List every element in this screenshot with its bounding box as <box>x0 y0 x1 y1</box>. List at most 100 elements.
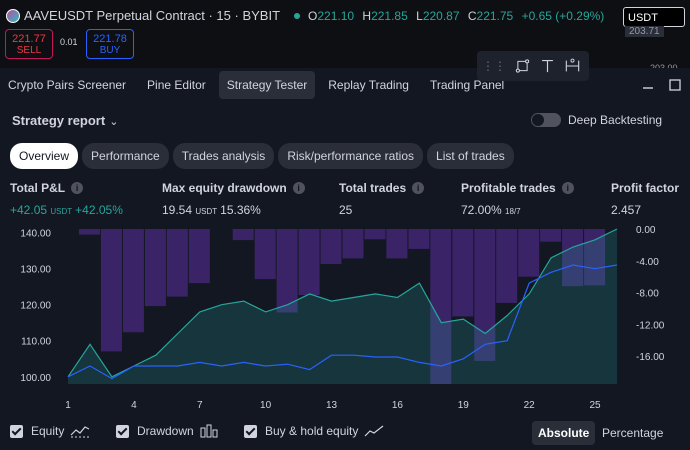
metric-label: Total P&L <box>10 181 66 195</box>
measure-tool-icon[interactable] <box>564 55 581 77</box>
drawdown-bar <box>452 229 474 317</box>
chevron-down-icon: ⌄ <box>109 116 119 128</box>
absolute-button[interactable]: Absolute <box>532 421 596 445</box>
chart-header: AAVEUSDT Perpetual Contract · 15 · BYBIT… <box>0 0 690 73</box>
metric-profitable-trades: Profitable trades i 72.00% 18/7 <box>461 181 574 217</box>
y-left-tick-label: 100.00 <box>20 373 51 384</box>
tab-strategy-tester[interactable]: Strategy Tester <box>218 71 316 99</box>
text-tool-icon[interactable] <box>539 55 556 77</box>
maximize-panel-icon[interactable] <box>668 78 682 92</box>
metric-value: 25 <box>339 203 353 217</box>
drawdown-bar <box>342 229 364 259</box>
price-change: +0.65 (+0.29%) <box>521 8 605 23</box>
y-right-tick-label: -12.00 <box>636 320 665 331</box>
drag-handle-icon[interactable]: ⋮⋮ <box>482 59 506 73</box>
info-icon[interactable]: i <box>561 182 574 194</box>
strategy-report-dropdown[interactable]: Strategy report ⌄ <box>12 113 118 128</box>
buy-button[interactable]: 221.78 BUY <box>86 29 134 59</box>
drawdown-bar <box>474 229 496 361</box>
metric-value: 2.457 <box>611 203 642 217</box>
symbol-title[interactable]: AAVEUSDT Perpetual Contract · 15 · BYBIT <box>24 8 281 23</box>
ohlc-close: 221.75 <box>476 8 514 23</box>
metric-total-pnl: Total P&L i +42.05 USDT +42.05% <box>10 181 123 217</box>
info-icon[interactable]: i <box>71 182 84 194</box>
strategy-panel: Crypto Pairs Screener Pine Editor Strate… <box>0 68 690 450</box>
equity-line <box>67 228 618 378</box>
drawdown-bar <box>254 229 276 280</box>
currency-select[interactable]: USDT <box>623 7 685 27</box>
subtab-overview[interactable]: Overview <box>10 143 79 169</box>
tab-trading-panel[interactable]: Trading Panel <box>429 78 505 92</box>
minimize-panel-icon[interactable] <box>641 78 655 92</box>
deep-backtesting-label: Deep Backtesting <box>568 113 663 127</box>
drawdown-bar <box>166 229 188 297</box>
x-tick-label: 25 <box>589 400 601 411</box>
metric-value: 72.00% <box>461 203 502 217</box>
tab-pine-editor[interactable]: Pine Editor <box>147 78 206 92</box>
drawdown-bar <box>584 229 606 286</box>
metric-unit: USDT <box>195 207 218 216</box>
drawdown-bar <box>122 229 144 333</box>
buy-hold-checkbox[interactable] <box>244 424 257 438</box>
equity-checkbox[interactable] <box>10 424 23 438</box>
x-tick-label: 7 <box>197 400 203 411</box>
drawdown-bar <box>188 229 210 284</box>
legend-drawdown[interactable]: Drawdown <box>116 424 218 438</box>
info-icon[interactable]: i <box>412 182 425 194</box>
drawdown-bar <box>562 229 584 287</box>
subtab-list-of-trades[interactable]: List of trades <box>427 143 514 169</box>
percentage-button[interactable]: Percentage <box>602 426 664 440</box>
strategy-report-label: Strategy report <box>12 113 106 128</box>
ohlc-low: 220.87 <box>422 8 460 23</box>
subtab-trades-analysis[interactable]: Trades analysis <box>172 143 275 169</box>
drawdown-bar <box>430 229 452 384</box>
sell-button[interactable]: 221.77 SELL <box>5 29 53 59</box>
subtab-performance[interactable]: Performance <box>82 143 169 169</box>
y-left-tick-label: 130.00 <box>20 265 51 276</box>
toggle-switch[interactable] <box>531 113 561 127</box>
legend-buy-hold[interactable]: Buy & hold equity <box>244 424 384 438</box>
buy-hold-line-icon <box>364 425 384 437</box>
buy-hold-line <box>67 264 618 380</box>
subtab-risk-performance-ratios[interactable]: Risk/performance ratios <box>278 143 424 169</box>
ohlc-open-key: O <box>308 8 318 23</box>
ohlc-high: 221.85 <box>371 8 408 23</box>
point-anchor-tool-icon[interactable] <box>514 55 531 77</box>
drawdown-checkbox[interactable] <box>116 424 129 438</box>
metrics-row: Total P&L i +42.05 USDT +42.05% Max equity… <box>10 181 690 221</box>
y-right-tick-label: -8.00 <box>636 289 659 300</box>
metric-total-trades: Total trades i 25 <box>339 181 425 217</box>
drawdown-bar <box>144 229 166 307</box>
currency-select-value: USDT <box>628 12 658 24</box>
chart-legend: Equity Drawdown Buy & hold equity Absolu… <box>10 421 690 448</box>
buy-label: BUY <box>99 45 121 56</box>
drawing-toolbar: ⋮⋮ <box>477 51 589 81</box>
y-left-tick-label: 120.00 <box>20 301 51 312</box>
x-tick-label: 19 <box>458 400 470 411</box>
tab-crypto-pairs-screener[interactable]: Crypto Pairs Screener <box>8 78 127 92</box>
info-icon[interactable]: i <box>292 182 305 194</box>
x-tick-label: 13 <box>326 400 338 411</box>
legend-equity-label: Equity <box>31 424 65 438</box>
metric-value: +42.05 <box>10 203 48 217</box>
drawdown-bar <box>408 229 430 249</box>
y-left-tick-label: 110.00 <box>21 337 51 348</box>
ohlc-high-key: H <box>362 8 372 23</box>
metric-profit-factor: Profit factor 2.457 <box>611 181 679 217</box>
tab-replay-trading[interactable]: Replay Trading <box>328 78 409 92</box>
ohlc-values: O221.10 H221.85 L220.87 C221.75 +0.65 (+… <box>308 9 604 23</box>
symbol-row: AAVEUSDT Perpetual Contract · 15 · BYBIT… <box>6 8 604 23</box>
sell-price: 221.77 <box>12 33 46 45</box>
drawdown-bar <box>364 229 386 240</box>
equity-area <box>68 229 617 384</box>
legend-equity[interactable]: Equity <box>10 424 90 438</box>
equity-area-icon <box>70 426 90 438</box>
drawdown-bar <box>298 229 320 295</box>
drawdown-bar <box>518 229 540 277</box>
report-subtabs: Overview Performance Trades analysis Ris… <box>10 143 518 169</box>
metric-label: Max equity drawdown <box>162 181 287 195</box>
metric-label: Profit factor <box>611 181 680 195</box>
buy-price: 221.78 <box>93 33 127 45</box>
deep-backtesting-toggle[interactable]: Deep Backtesting <box>531 113 662 127</box>
metric-extra: 18/7 <box>505 207 521 216</box>
